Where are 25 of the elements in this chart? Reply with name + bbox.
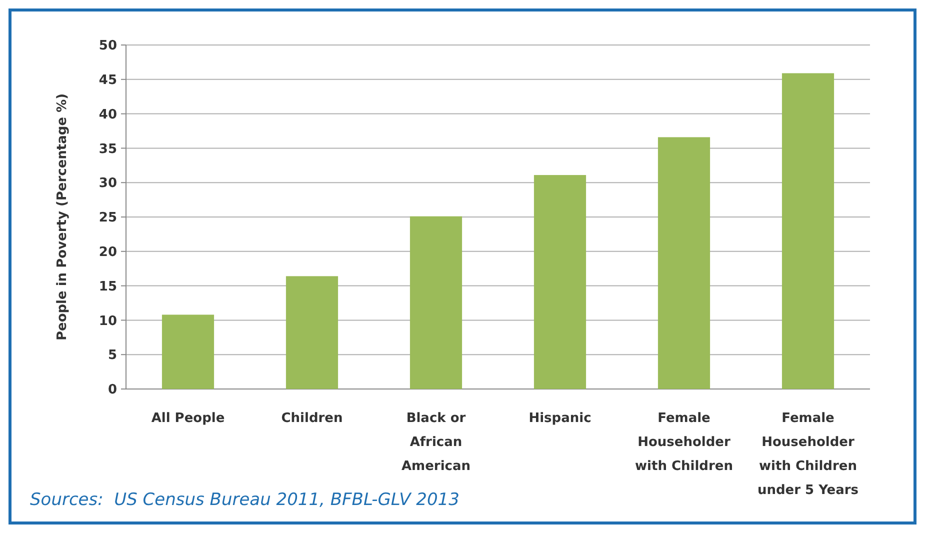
y-tick-label: 0 xyxy=(108,382,117,398)
y-tick-label: 45 xyxy=(98,72,117,88)
bar xyxy=(162,314,214,389)
x-tick-label: Children xyxy=(281,411,343,426)
y-tick-label: 50 xyxy=(98,38,117,54)
y-tick-label: 10 xyxy=(98,314,117,329)
x-tick-label: Black or African American xyxy=(401,411,471,474)
y-tick-label: 5 xyxy=(108,348,117,364)
y-tick-label: 35 xyxy=(98,142,117,157)
y-tick-label: 15 xyxy=(98,279,117,294)
y-axis-title: People in Poverty (Percentage %) xyxy=(55,93,70,341)
bar xyxy=(658,137,710,389)
bar xyxy=(782,73,834,389)
x-tick-label: Female Householder with Children xyxy=(635,411,733,474)
y-tick-label: 20 xyxy=(98,244,117,260)
y-tick-label: 30 xyxy=(98,176,117,192)
x-tick-label: Female Householder with Children under 5 Years xyxy=(757,411,859,498)
source-note: Sources: US Census Bureau 2011, BFBL-GLV 2013 xyxy=(30,490,460,510)
bar xyxy=(410,216,462,389)
x-tick-label: Hispanic xyxy=(528,411,592,426)
x-tick-label: All People xyxy=(151,411,225,426)
bar xyxy=(534,175,586,389)
bar xyxy=(286,276,338,389)
y-tick-label: 40 xyxy=(98,107,117,122)
y-tick-label: 25 xyxy=(98,210,117,226)
